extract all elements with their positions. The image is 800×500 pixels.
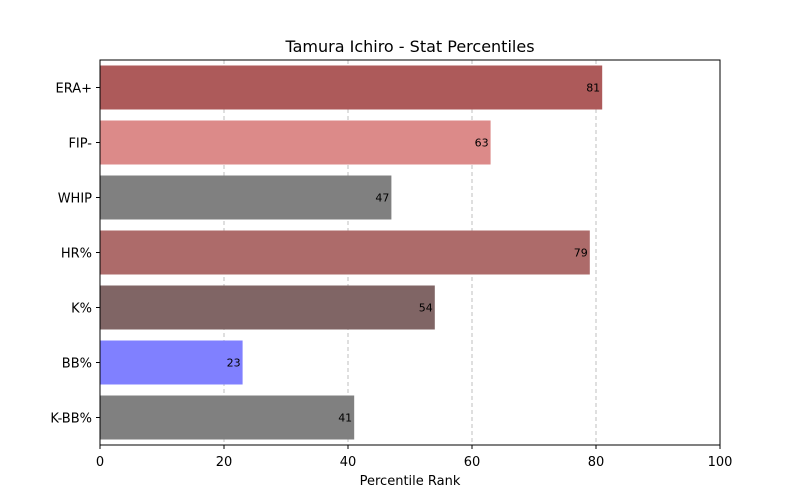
data-label: 41 (338, 412, 352, 425)
x-tick-label: 80 (588, 455, 605, 470)
bar (100, 65, 603, 110)
bar (100, 120, 491, 165)
data-label: 23 (227, 357, 241, 370)
x-axis-label: Percentile Rank (360, 474, 461, 489)
bar (100, 285, 435, 330)
y-axis-ticks: ERA+ FIP- WHIP HR% K% BB% K-BB% (50, 82, 100, 427)
bars (100, 65, 603, 440)
x-tick-label: 60 (464, 455, 481, 470)
bar (100, 230, 590, 275)
y-tick-label: BB% (62, 357, 92, 372)
y-tick-label: K% (71, 302, 92, 317)
y-tick-label: ERA+ (55, 82, 92, 97)
data-label: 47 (375, 192, 389, 205)
y-tick-label: WHIP (58, 192, 92, 207)
y-tick-label: K-BB% (50, 412, 92, 427)
data-label: 54 (419, 302, 433, 315)
data-label: 81 (586, 82, 600, 95)
y-tick-label: HR% (61, 247, 92, 262)
x-tick-label: 0 (96, 455, 104, 470)
bar (100, 340, 243, 385)
chart-title: Tamura Ichiro - Stat Percentiles (284, 37, 534, 56)
data-labels: 81 63 47 79 54 23 41 (227, 82, 601, 425)
bar (100, 395, 355, 440)
x-tick-label: 100 (708, 455, 733, 470)
x-axis-ticks: 0 20 40 60 80 100 (96, 445, 733, 470)
data-label: 63 (475, 137, 489, 150)
bar (100, 175, 392, 220)
x-tick-label: 40 (340, 455, 357, 470)
y-tick-label: FIP- (68, 137, 92, 152)
data-label: 79 (574, 247, 588, 260)
x-tick-label: 20 (216, 455, 233, 470)
